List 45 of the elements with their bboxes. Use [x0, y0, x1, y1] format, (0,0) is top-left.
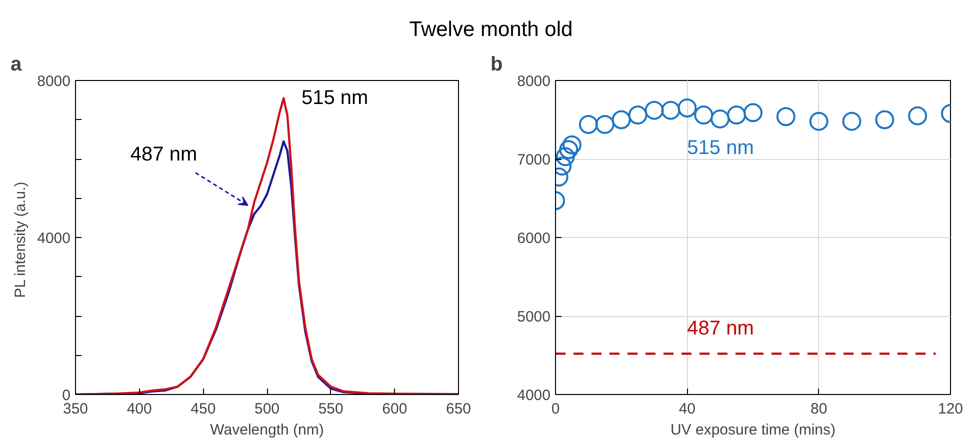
x-axis-title: UV exposure time (mins): [670, 422, 836, 438]
text: a: [10, 54, 22, 76]
point: [875, 110, 894, 130]
chart-title: Twelve month old: [409, 17, 573, 43]
annotation: 515 nm: [301, 86, 368, 109]
point: [628, 106, 648, 125]
point: [710, 109, 730, 128]
annotation: 487 nm: [130, 144, 198, 166]
x-tick-label: 450: [190, 400, 216, 418]
x-tick-label: 650: [446, 400, 472, 418]
x-tick-label: 80: [810, 400, 828, 418]
x-tick-label: 40: [678, 400, 696, 418]
point: [612, 110, 631, 130]
x-tick-label: 400: [126, 400, 152, 418]
point: [809, 112, 828, 131]
x-axis-title: Wavelength (nm): [210, 422, 324, 438]
point: [661, 100, 680, 120]
x-tick-label: 500: [254, 400, 280, 418]
point: [727, 106, 746, 125]
point: [556, 147, 575, 166]
y-tick-label: 8000: [37, 73, 71, 90]
y-axis-title: PL intensity (a.u.): [12, 182, 30, 298]
y-tick-label: 4000: [37, 230, 71, 247]
point: [694, 106, 714, 125]
series-label: 515 nm: [687, 137, 754, 159]
point: [562, 135, 582, 154]
point: [908, 106, 928, 126]
series-label: 487 nm: [687, 318, 754, 340]
point: [578, 114, 598, 134]
point: [595, 114, 614, 134]
point: [776, 107, 796, 126]
point: [644, 100, 664, 120]
point: [678, 98, 697, 118]
y-tick-label: 6000: [517, 230, 551, 247]
y-tick-label: 8000: [517, 73, 551, 90]
x-tick-label: 600: [382, 400, 408, 418]
x-tick-label: 120: [938, 400, 964, 418]
point: [559, 140, 578, 160]
y-tick-label: 4000: [517, 387, 551, 404]
y-tick-label: 7000: [517, 152, 551, 168]
text: b: [490, 54, 503, 76]
point: [842, 112, 862, 131]
x-tick-label: 550: [318, 400, 344, 418]
y-tick-label: 5000: [517, 308, 551, 326]
point: [744, 103, 762, 122]
